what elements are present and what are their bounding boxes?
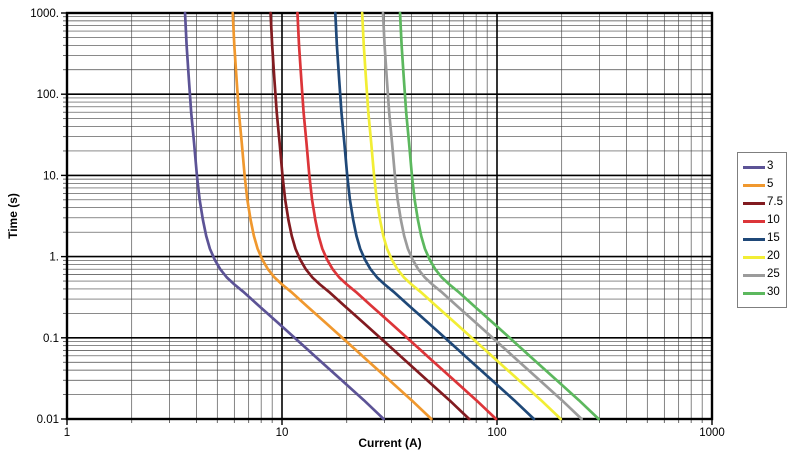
y-axis-title: Time (s): [6, 193, 20, 239]
legend-label: 20: [767, 250, 780, 263]
legend: 3 5 7.5 10 15 20 25 30: [737, 152, 787, 308]
y-tick-label: 0.01: [37, 414, 59, 426]
legend-swatch: [743, 201, 765, 205]
y-tick-label: 10.: [43, 170, 59, 182]
curve-5: [231, 11, 433, 421]
legend-swatch: [743, 255, 765, 259]
x-axis-title: Current (A): [358, 436, 421, 450]
y-tick-label: 0.1: [43, 333, 59, 345]
x-tick-label: 100: [487, 427, 506, 439]
legend-item-15: 15: [743, 230, 786, 248]
curve-30: [398, 11, 600, 421]
curve-3: [183, 11, 385, 421]
legend-label: 7.5: [767, 196, 783, 209]
plot-border: [65, 11, 714, 421]
grid-layer: [66, 12, 713, 420]
legend-item-3: 3: [743, 158, 786, 176]
curve-20: [360, 11, 563, 421]
legend-swatch: [743, 291, 765, 295]
x-tick-label: 1: [64, 427, 70, 439]
legend-swatch: [743, 183, 765, 187]
legend-swatch: [743, 273, 765, 277]
curve-10: [296, 11, 498, 421]
legend-item-25: 25: [743, 266, 786, 284]
legend-swatch: [743, 237, 765, 241]
legend-item-10: 10: [743, 212, 786, 230]
legend-label: 25: [767, 268, 780, 281]
legend-label: 5: [767, 178, 774, 191]
tick-labels: 1000. 100. 10. 1. 0.1 0.01 1 10 100 1000: [30, 8, 725, 439]
x-tick-label: 1000: [699, 427, 725, 439]
curve-25: [381, 11, 583, 421]
legend-label: 10: [767, 214, 780, 227]
x-tick-label: 10: [276, 427, 289, 439]
y-tick-label: 1000.: [30, 8, 59, 20]
legend-label: 3: [767, 160, 774, 173]
legend-swatch: [743, 219, 765, 223]
legend-label: 15: [767, 232, 780, 245]
legend-swatch: [743, 165, 765, 169]
legend-item-7.5: 7.5: [743, 194, 786, 212]
legend-item-20: 20: [743, 248, 786, 266]
curves-layer: [183, 11, 600, 421]
y-tick-label: 1.: [49, 252, 59, 264]
legend-item-5: 5: [743, 176, 786, 194]
legend-label: 30: [767, 286, 780, 299]
y-tick-label: 100.: [37, 89, 59, 101]
curve-7.5: [269, 11, 471, 421]
curve-15: [333, 11, 536, 421]
legend-item-30: 30: [743, 284, 786, 302]
